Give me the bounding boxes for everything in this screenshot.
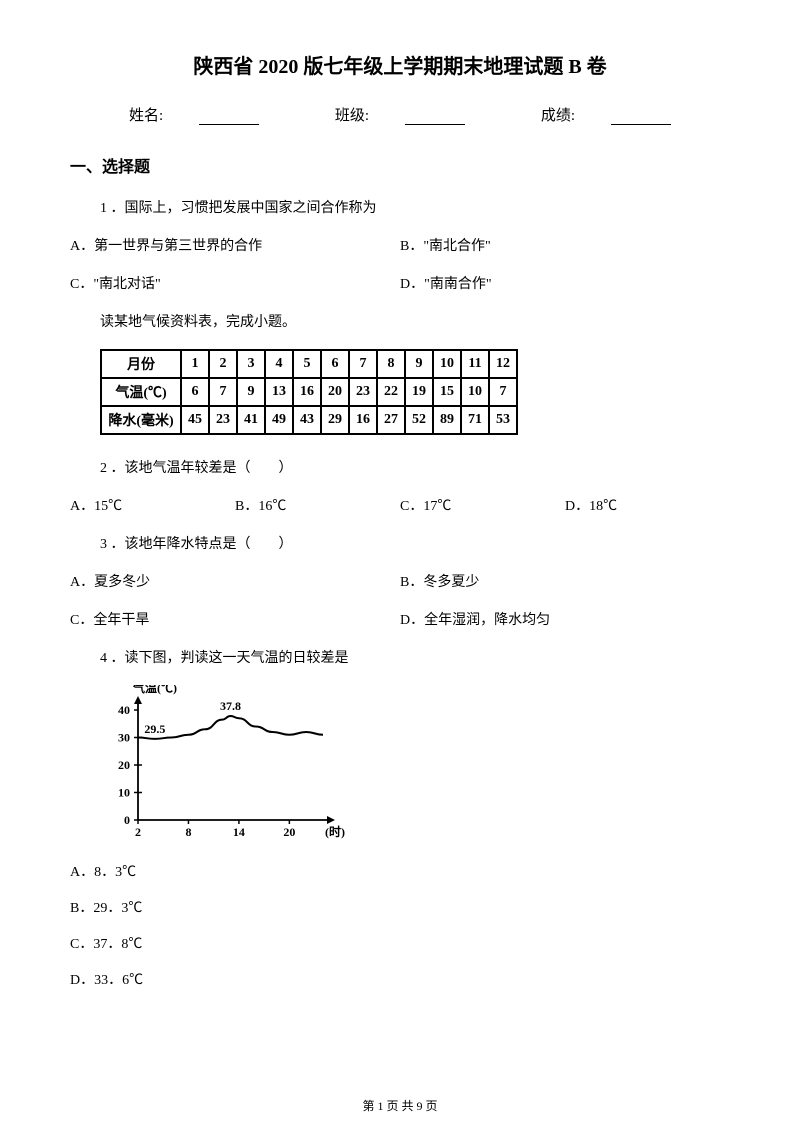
question-1-text: 1 ．国际上，习惯把发展中国家之间合作称为 — [70, 197, 730, 217]
q4-option-d: D．33．6℃ — [70, 969, 730, 989]
section-1-header: 一、选择题 — [70, 153, 730, 177]
question-3-options-row1: A．夏多冬少 B．冬多夏少 — [70, 571, 730, 591]
q1-option-a: A．第一世界与第三世界的合作 — [70, 235, 400, 255]
svg-text:40: 40 — [118, 703, 130, 717]
q4-option-a: A．8．3℃ — [70, 861, 730, 881]
question-3-options-row2: C．全年干旱 D．全年湿润，降水均匀 — [70, 609, 730, 629]
q2-option-d: D．18℃ — [565, 495, 730, 515]
table-row-months: 月份 12 34 56 78 910 1112 — [101, 350, 517, 378]
svg-text:2: 2 — [135, 825, 141, 839]
row-header-precip: 降水(毫米) — [101, 406, 181, 434]
q1-option-d: D．"南南合作" — [400, 273, 730, 293]
name-label: 姓名: — [129, 104, 163, 125]
q3-option-a: A．夏多冬少 — [70, 571, 400, 591]
row-header-temp: 气温(℃) — [101, 378, 181, 406]
svg-text:20: 20 — [283, 825, 295, 839]
question-1-options-row2: C．"南北对话" D．"南南合作" — [70, 273, 730, 293]
question-4-text: 4 ．读下图，判读这一天气温的日较差是 — [70, 647, 730, 667]
svg-text:37.8: 37.8 — [220, 699, 241, 713]
svg-text:20: 20 — [118, 758, 130, 772]
svg-text:29.5: 29.5 — [144, 722, 165, 736]
score-label: 成绩: — [541, 104, 575, 125]
question-2-options: A．15℃ B．16℃ C．17℃ D．18℃ — [70, 495, 730, 515]
q2-option-c: C．17℃ — [400, 495, 565, 515]
question-1-options-row1: A．第一世界与第三世界的合作 B．"南北合作" — [70, 235, 730, 255]
page-title: 陕西省 2020 版七年级上学期期末地理试题 B 卷 — [70, 50, 730, 79]
class-label: 班级: — [335, 104, 369, 125]
q4-option-c: C．37．8℃ — [70, 933, 730, 953]
temperature-daily-chart: 0 10 20 30 40 2 8 14 20 气温(℃) (时) 29.5 37.8 — [100, 685, 350, 845]
page-footer: 第 1 页 共 9 页 — [0, 1097, 800, 1114]
svg-text:气温(℃): 气温(℃) — [132, 685, 177, 695]
row-header-month: 月份 — [101, 350, 181, 378]
svg-text:(时): (时) — [325, 824, 345, 839]
q1-option-c: C．"南北对话" — [70, 273, 400, 293]
student-info-line: 姓名: 班级: 成绩: — [70, 104, 730, 125]
table-row-temp: 气温(℃) 67 913 1620 2322 1915 107 — [101, 378, 517, 406]
question-2-text: 2 ．该地气温年较差是（ ） — [70, 457, 730, 477]
q3-option-d: D．全年湿润，降水均匀 — [400, 609, 730, 629]
svg-text:14: 14 — [233, 825, 245, 839]
q2-option-b: B．16℃ — [235, 495, 400, 515]
climate-intro: 读某地气候资料表，完成小题。 — [70, 311, 730, 331]
q2-option-a: A．15℃ — [70, 495, 235, 515]
svg-text:8: 8 — [185, 825, 191, 839]
class-blank[interactable] — [405, 107, 465, 125]
q3-option-b: B．冬多夏少 — [400, 571, 730, 591]
q1-option-b: B．"南北合作" — [400, 235, 730, 255]
svg-text:10: 10 — [118, 786, 130, 800]
name-blank[interactable] — [199, 107, 259, 125]
q3-option-c: C．全年干旱 — [70, 609, 400, 629]
question-3-text: 3 ．该地年降水特点是（ ） — [70, 533, 730, 553]
score-blank[interactable] — [611, 107, 671, 125]
q4-option-b: B．29．3℃ — [70, 897, 730, 917]
svg-text:30: 30 — [118, 731, 130, 745]
table-row-precip: 降水(毫米) 4523 4149 4329 1627 5289 7153 — [101, 406, 517, 434]
climate-data-table: 月份 12 34 56 78 910 1112 气温(℃) 67 913 162… — [100, 349, 518, 435]
svg-text:0: 0 — [124, 813, 130, 827]
